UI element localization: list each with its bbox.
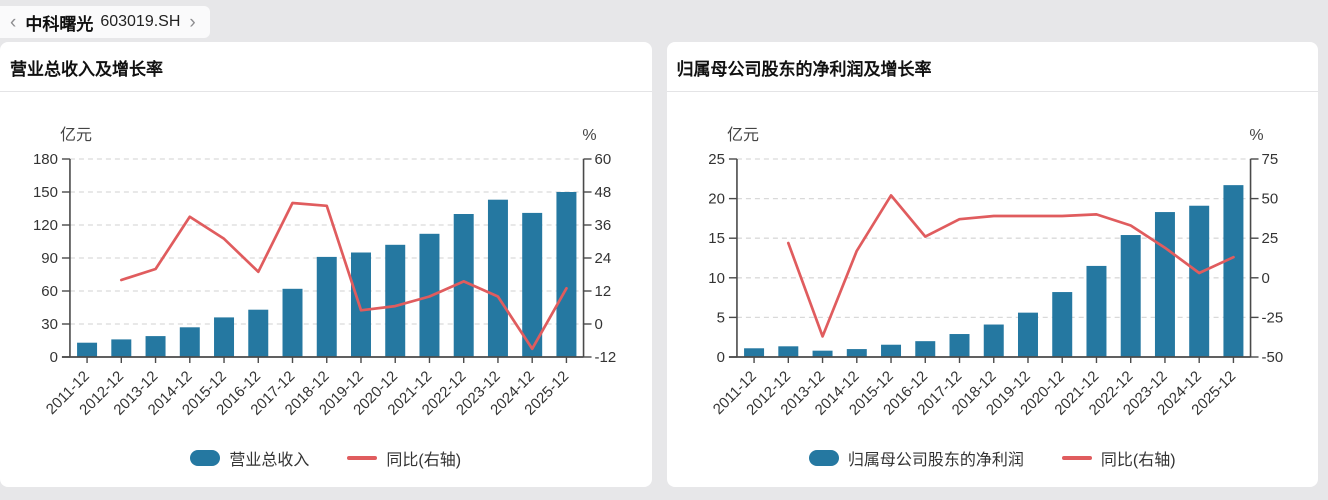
svg-text:12: 12 (595, 283, 612, 300)
svg-text:-12: -12 (595, 349, 617, 366)
svg-text:50: 50 (1261, 191, 1278, 208)
svg-text:25: 25 (1261, 230, 1278, 247)
svg-text:150: 150 (33, 184, 58, 201)
svg-text:亿元: 亿元 (726, 126, 758, 144)
line-swatch-icon (1061, 456, 1092, 460)
svg-text:0: 0 (716, 349, 724, 366)
svg-text:%: % (1249, 127, 1263, 144)
svg-text:90: 90 (41, 250, 58, 267)
svg-text:180: 180 (33, 151, 58, 168)
svg-text:10: 10 (708, 270, 725, 287)
revenue-chart-title: 营业总收入及增长率 (0, 42, 652, 92)
prev-stock-button[interactable]: ‹ (10, 11, 17, 33)
net-profit-chart-title: 归属母公司股东的净利润及增长率 (666, 42, 1318, 92)
legend-item-revenue-yoy-line[interactable]: 同比(右轴) (347, 446, 461, 470)
svg-text:120: 120 (33, 217, 58, 234)
breadcrumb: ‹ 中科曙光 603019.SH › (0, 0, 1328, 42)
svg-text:15: 15 (708, 230, 725, 247)
svg-text:-25: -25 (1261, 309, 1283, 326)
legend-item-profit-yoy-line[interactable]: 同比(右轴) (1061, 446, 1176, 470)
charts-row: 营业总收入及增长率 0 30 60 90 120 150 180 -12 0 12 24 36 48 60… (0, 42, 1328, 487)
legend-item-profit-bar[interactable]: 归属母公司股东的净利润 (808, 446, 1024, 470)
stock-name: 中科曙光 (25, 14, 94, 34)
svg-text:30: 30 (41, 316, 58, 333)
svg-text:48: 48 (595, 184, 612, 201)
svg-text:36: 36 (595, 217, 612, 234)
revenue-legend: 营业总收入 同比(右轴) (0, 446, 652, 470)
legend-label: 营业总收入 (229, 452, 310, 469)
next-stock-button[interactable]: › (189, 11, 196, 33)
legend-label: 同比(右轴) (386, 452, 462, 469)
bar-swatch-icon (808, 450, 839, 466)
line-swatch-icon (347, 456, 378, 460)
svg-text:60: 60 (595, 151, 612, 168)
svg-text:0: 0 (50, 349, 58, 366)
svg-text:75: 75 (1261, 151, 1278, 168)
revenue-panel: 营业总收入及增长率 0 30 60 90 120 150 180 -12 0 12 24 36 48 60… (0, 42, 652, 487)
net-profit-legend: 归属母公司股东的净利润 同比(右轴) (667, 446, 1319, 470)
net-profit-panel: 归属母公司股东的净利润及增长率 0 5 10 15 20 25 -50 -25 0 25 50 75 亿… (666, 42, 1319, 487)
svg-text:亿元: 亿元 (60, 126, 92, 144)
legend-label: 归属母公司股东的净利润 (847, 452, 1024, 469)
legend-item-revenue-bar[interactable]: 营业总收入 (190, 446, 309, 470)
svg-text:24: 24 (595, 250, 612, 267)
svg-text:25: 25 (708, 151, 725, 168)
svg-text:0: 0 (595, 316, 603, 333)
svg-text:%: % (582, 127, 596, 144)
stock-code: 603019.SH (100, 13, 181, 30)
legend-label: 同比(右轴) (1100, 452, 1176, 469)
svg-text:0: 0 (1261, 270, 1269, 287)
svg-text:20: 20 (708, 191, 725, 208)
svg-text:5: 5 (716, 309, 724, 326)
stock-selector[interactable]: ‹ 中科曙光 603019.SH › (0, 6, 210, 38)
bar-swatch-icon (190, 450, 221, 466)
svg-text:-50: -50 (1261, 349, 1283, 366)
svg-text:60: 60 (41, 283, 58, 300)
